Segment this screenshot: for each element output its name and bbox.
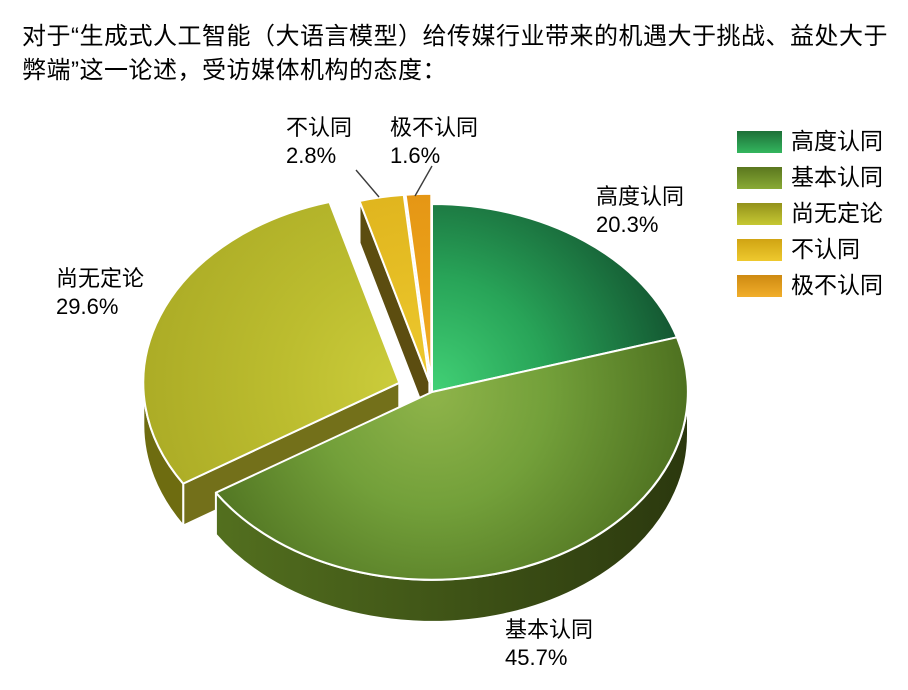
slice-callout-label: 基本认同 <box>505 617 594 642</box>
legend-swatch-strongly-disagree <box>737 274 782 297</box>
page-title: 对于“生成式人工智能（大语言模型）给传媒行业带来的机遇大于挑战、益处大于 弊端”… <box>22 23 888 84</box>
pie-slice-undecided-top <box>142 201 401 485</box>
legend-swatch-disagree <box>737 238 782 261</box>
legend-swatch-undecided <box>737 202 782 225</box>
legend-item-undecided: 尚无定论 <box>737 202 883 225</box>
leader-line-strongly-disagree <box>414 165 433 197</box>
slice-callout-disagree: 不认同 2.8% <box>286 114 352 170</box>
legend-label: 基本认同 <box>791 164 883 190</box>
legend: 高度认同 基本认同 尚无定论 不认同 极不认同 <box>737 130 883 297</box>
pie-slice-strongly-disagree-top <box>404 192 433 383</box>
slice-callout-label: 极不认同 <box>390 115 479 140</box>
legend-item-strongly-disagree: 极不认同 <box>737 274 883 297</box>
slice-callout-value: 1.6% <box>390 143 441 168</box>
slice-callout-value: 45.7% <box>505 645 568 670</box>
legend-swatch-highly-agree <box>737 130 782 153</box>
slice-callout-highly-agree: 高度认同 20.3% <box>596 183 684 239</box>
legend-item-highly-agree: 高度认同 <box>737 130 883 153</box>
slice-callout-value: 29.6% <box>56 294 119 319</box>
slice-callout-basic-agree: 基本认同 45.7% <box>505 616 593 672</box>
slice-callout-label: 尚无定论 <box>56 266 145 291</box>
slice-callout-label: 不认同 <box>286 115 353 140</box>
slice-callout-value: 20.3% <box>596 212 659 237</box>
legend-item-disagree: 不认同 <box>737 238 883 261</box>
slice-callout-strongly-disagree: 极不认同 1.6% <box>390 114 478 170</box>
legend-swatch-basic-agree <box>737 166 782 189</box>
leader-line-disagree <box>355 169 380 198</box>
legend-label: 极不认同 <box>791 272 883 298</box>
pie-slice-basic-agree-top <box>214 336 689 581</box>
legend-item-basic-agree: 基本认同 <box>737 166 883 189</box>
slice-callout-value: 2.8% <box>286 143 337 168</box>
slice-callout-label: 高度认同 <box>596 184 685 209</box>
slice-callout-undecided: 尚无定论 29.6% <box>56 265 144 321</box>
pie-slice-highly-agree-top <box>431 203 678 393</box>
pie-slice-disagree-top <box>358 193 431 383</box>
legend-label: 不认同 <box>791 236 860 262</box>
legend-label: 高度认同 <box>791 128 883 154</box>
legend-label: 尚无定论 <box>791 200 883 226</box>
